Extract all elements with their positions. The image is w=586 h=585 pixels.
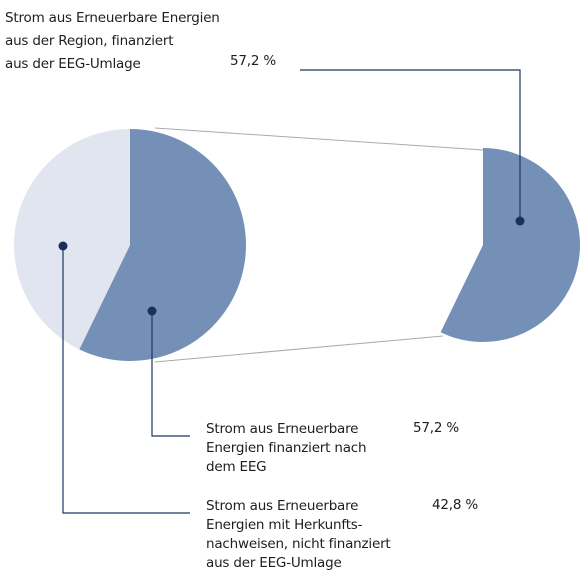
legend-label: Strom aus Erneuerbare Energien mit Herku… <box>206 498 391 571</box>
connector <box>154 335 444 363</box>
legend-label: Strom aus Erneuerbare Energien aus der R… <box>5 10 220 72</box>
leader-line <box>151 311 190 437</box>
leader-line <box>62 246 190 514</box>
pie-slice <box>13 129 131 350</box>
leader-line <box>300 69 521 221</box>
value-label: 42,8 % <box>432 497 478 513</box>
leaders <box>62 69 521 514</box>
leader-dot <box>58 241 68 251</box>
value-label: 57,2 % <box>413 420 459 436</box>
connector <box>154 127 484 151</box>
pie-slice <box>79 129 246 361</box>
leader-dot <box>515 216 525 226</box>
legend-label: Strom aus Erneuerbare Energien finanzier… <box>206 421 367 475</box>
pie-slice <box>440 148 581 343</box>
value-label: 57,2 % <box>230 53 276 69</box>
leader-dot <box>147 306 157 316</box>
